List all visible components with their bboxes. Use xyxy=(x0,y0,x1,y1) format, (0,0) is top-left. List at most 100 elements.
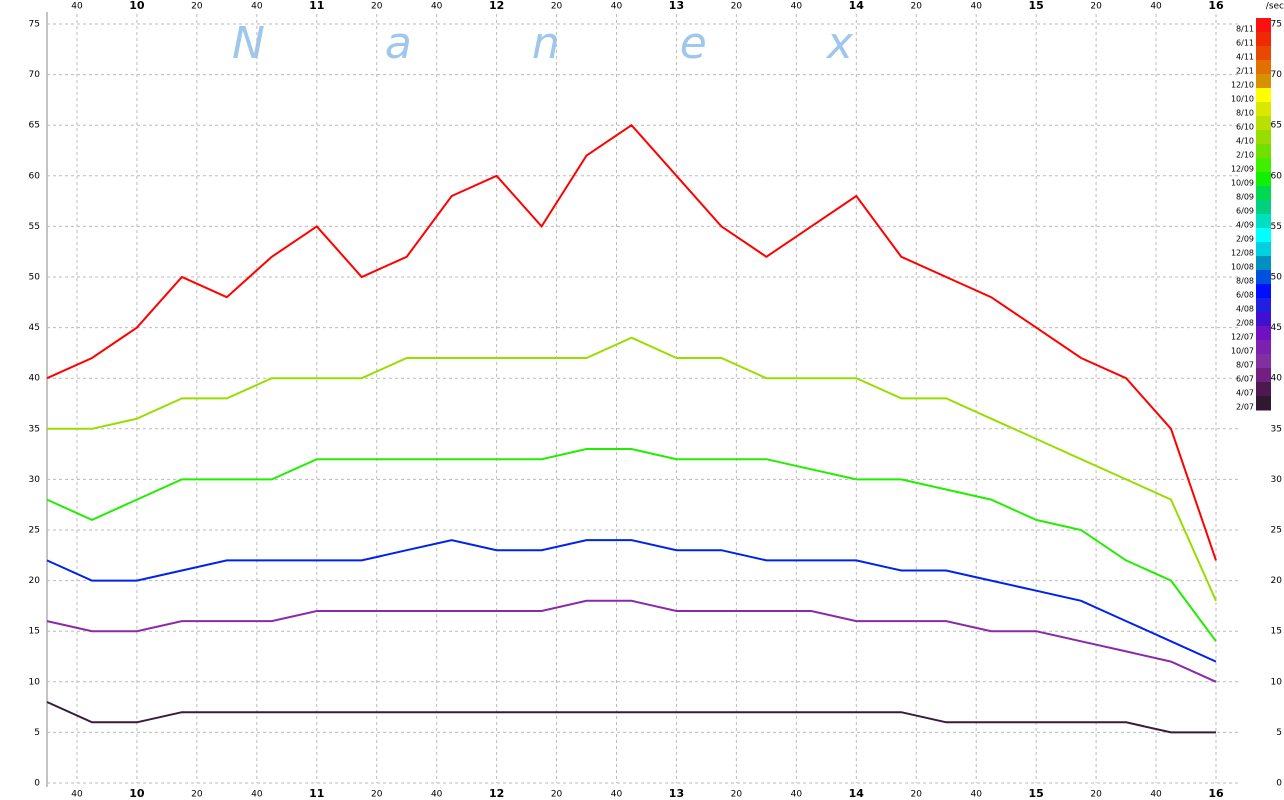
colorbar-label: 2/09 xyxy=(1236,235,1254,244)
x-tick-label: 40 xyxy=(431,790,443,800)
colorbar-label: 8/11 xyxy=(1236,25,1254,34)
x-tick-label: 14 xyxy=(849,787,865,800)
colorbar-tick-label: 45 xyxy=(1271,323,1282,333)
y-tick-label: 10 xyxy=(29,677,41,687)
y-tick-label-right: 20 xyxy=(1271,576,1283,586)
x-tick-label-top: 40 xyxy=(1150,2,1162,12)
y-tick-label-right: 0 xyxy=(1276,779,1282,789)
y-tick-label-right: 25 xyxy=(1271,526,1282,536)
x-tick-label: 16 xyxy=(1208,787,1224,800)
y-tick-label: 50 xyxy=(29,273,41,283)
colorbar-swatch xyxy=(1256,18,1271,33)
y-tick-label: 55 xyxy=(29,222,40,232)
x-tick-label: 15 xyxy=(1028,787,1043,800)
unit-label: /sec xyxy=(1266,2,1284,12)
x-tick-label: 40 xyxy=(611,790,623,800)
x-tick-label-top: 20 xyxy=(1090,2,1102,12)
series-line xyxy=(46,539,1217,663)
y-tick-label: 20 xyxy=(29,576,41,586)
colorbar-swatch xyxy=(1256,88,1271,103)
x-tick-label-top: 40 xyxy=(611,2,623,12)
x-tick-label-top: 20 xyxy=(731,2,743,12)
colorbar-tick-label: 65 xyxy=(1271,121,1282,131)
colorbar-tick-label: 75 xyxy=(1271,20,1282,30)
colorbar-swatch xyxy=(1256,200,1271,215)
x-tick-label-top: 20 xyxy=(911,2,923,12)
y-tick-label: 30 xyxy=(29,475,41,485)
colorbar-swatch xyxy=(1256,242,1271,257)
colorbar-label: 10/09 xyxy=(1231,179,1254,188)
colorbar-label: 12/09 xyxy=(1231,165,1254,174)
colorbar-swatch xyxy=(1256,116,1271,131)
x-tick-label-top: 20 xyxy=(371,2,383,12)
colorbar-swatch xyxy=(1256,256,1271,271)
watermark: Nanex xyxy=(232,18,973,69)
y-tick-label: 35 xyxy=(29,424,40,434)
colorbar-swatch xyxy=(1256,382,1271,397)
x-tick-label-top: 20 xyxy=(551,2,563,12)
colorbar-label: 6/11 xyxy=(1236,39,1254,48)
colorbar-label: 4/08 xyxy=(1236,305,1254,314)
series-line xyxy=(46,701,1216,734)
colorbar-label: 12/10 xyxy=(1231,81,1254,90)
x-tick-label-top: 15 xyxy=(1028,0,1043,12)
y-tick-label: 70 xyxy=(29,70,41,80)
colorbar-swatch xyxy=(1256,130,1271,145)
x-tick-label-top: 40 xyxy=(791,2,803,12)
colorbar-label: 4/10 xyxy=(1236,137,1254,146)
colorbar-label: 6/08 xyxy=(1236,291,1254,300)
colorbar-swatch xyxy=(1256,214,1271,229)
x-tick-label: 40 xyxy=(1150,790,1162,800)
y-tick-label-right: 10 xyxy=(1271,677,1283,687)
y-tick-label: 45 xyxy=(29,323,40,333)
colorbar-label: 10/07 xyxy=(1231,347,1254,356)
y-tick-label: 15 xyxy=(29,627,40,637)
x-tick-label-top: 40 xyxy=(71,2,83,12)
colorbar-label: 8/09 xyxy=(1236,193,1254,202)
colorbar-swatch xyxy=(1256,298,1271,313)
y-tick-label: 40 xyxy=(29,374,41,384)
colorbar-label: 12/08 xyxy=(1231,249,1254,258)
colorbar-label: 2/07 xyxy=(1236,403,1254,412)
colorbar-swatch xyxy=(1256,368,1271,383)
x-tick-label: 20 xyxy=(551,790,563,800)
colorbar-tick-label: 40 xyxy=(1271,374,1283,384)
x-tick-label-top: 13 xyxy=(669,0,684,12)
x-tick-label-top: 40 xyxy=(251,2,263,12)
x-tick-label: 40 xyxy=(791,790,803,800)
colorbar-swatch xyxy=(1256,186,1271,201)
colorbar-swatch xyxy=(1256,60,1271,75)
colorbar-swatch xyxy=(1256,326,1271,341)
colorbar-label: 6/09 xyxy=(1236,207,1254,216)
colorbar-label: 4/07 xyxy=(1236,389,1254,398)
colorbar-swatch xyxy=(1256,46,1271,61)
colorbar-swatch xyxy=(1256,396,1271,411)
x-tick-label-top: 11 xyxy=(309,0,324,12)
colorbar-swatch xyxy=(1256,284,1271,299)
x-tick-label-top: 12 xyxy=(489,0,504,12)
x-tick-label: 13 xyxy=(669,787,684,800)
colorbar-label: 4/11 xyxy=(1236,53,1254,62)
y-tick-label-right: 5 xyxy=(1276,728,1282,738)
colorbar-swatch xyxy=(1256,74,1271,89)
series-line xyxy=(46,448,1217,642)
x-tick-label: 20 xyxy=(371,790,383,800)
y-tick-label: 60 xyxy=(29,171,41,181)
colorbar-swatch xyxy=(1256,228,1271,243)
x-tick-label-top: 40 xyxy=(970,2,982,12)
x-tick-label: 12 xyxy=(489,787,504,800)
series-line xyxy=(46,123,1217,561)
colorbar-label: 10/10 xyxy=(1231,95,1254,104)
colorbar-label: 8/08 xyxy=(1236,277,1254,286)
x-tick-label: 40 xyxy=(970,790,982,800)
x-tick-label-top: 40 xyxy=(431,2,443,12)
colorbar-tick-label: 55 xyxy=(1271,222,1282,232)
colorbar-tick-label: 50 xyxy=(1271,273,1283,283)
series-line xyxy=(47,336,1217,602)
colorbar-label: 2/10 xyxy=(1236,151,1254,160)
x-tick-label: 40 xyxy=(71,790,83,800)
x-tick-label: 20 xyxy=(731,790,743,800)
